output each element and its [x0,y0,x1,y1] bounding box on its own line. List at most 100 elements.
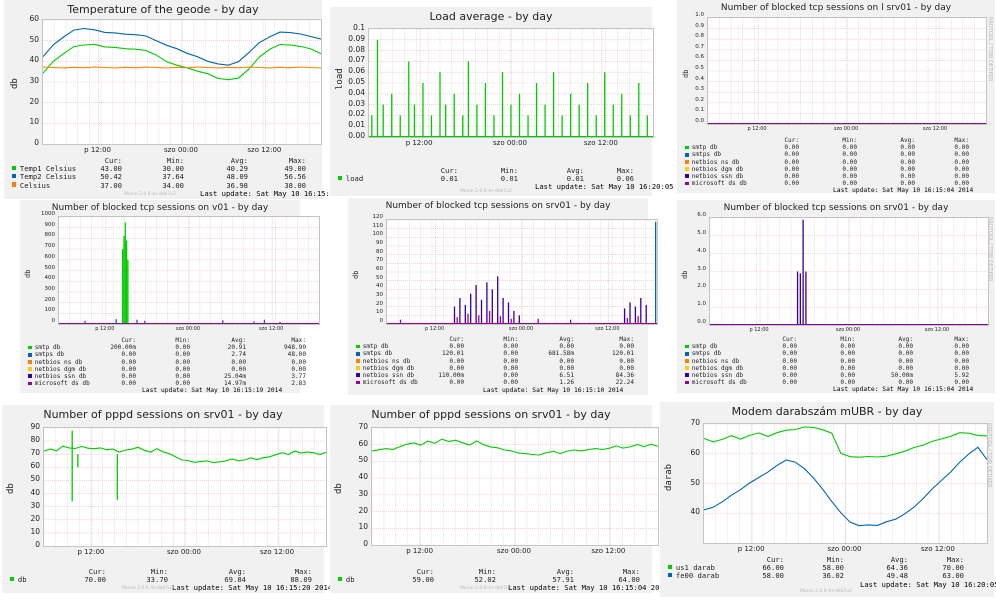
graph-title: Temperature of the geode - by day [67,3,259,16]
y-tick-label: 0 [379,318,384,324]
x-tick-label: szo 00:00 [508,326,534,332]
legend-value-max: 0.00 [954,151,969,159]
legend-value-max: 48.00 [287,351,306,359]
graph-panel-blocked4[interactable]: Number of blocked tcp sessions on srv01 … [677,200,995,393]
legend-table: Cur: Min: Avg: Max: smtp db 0.00 0.00 0.00 0.00 s… [356,336,642,386]
legend-swatch [356,359,360,363]
legend-value-min: 0.00 [842,158,857,166]
legend-value-avg: 20.91 [227,344,246,352]
y-tick-label: 90 [376,240,383,246]
x-tick-label: szo 00:00 [827,545,862,553]
legend-value-avg: 0.00 [898,357,913,365]
legend-series-name: netbios ns db [34,358,83,366]
legend-header-max: Max: [616,166,634,175]
legend-series-name: smtps db [691,151,722,159]
y-tick-label: 0.4 [695,75,704,82]
legend-header: Cur: Min: Avg: Max: [685,336,989,343]
y-tick-label: 70 [358,422,368,431]
y-tick-label: 600 [44,253,56,260]
legend-header: Cur: Min: Avg: Max: [356,336,642,343]
y-tick-label: 0.06 [348,66,365,76]
legend-header-cur: Cur: [104,156,122,165]
legend-swatch [685,373,689,378]
legend-value-cur: 0.00 [782,350,797,358]
legend-table: Cur: Min: Avg: Max: db 59.00 52.02 57.91 64.00 [338,567,646,584]
legend-value-avg: 0.00 [559,357,574,365]
y-tick-label: 0.1 [353,23,365,32]
legend-value-min: 0.00 [503,371,518,379]
graph-title: Number of pppd sessions on srv01 - by da… [371,408,611,421]
x-tick-label: szo 00:00 [175,326,201,332]
y-tick-label: 0.8 [695,33,704,40]
legend-value-avg: 1.26 [559,379,574,387]
graph-panel-temperature[interactable]: Temperature of the geode - by daydbRRDTO… [4,0,360,199]
legend-header-avg: Avg: [900,137,915,144]
graph-panel-blocked1[interactable]: Number of blocked tcp sessions on l srv0… [677,0,995,194]
legend-header-avg: Avg: [898,336,913,343]
graph-panel-pppd1[interactable]: Number of pppd sessions on srv01 - by da… [2,405,332,593]
legend-row: netbios ns db 0.00 0.00 0.00 0.00 [356,358,642,365]
legend-value-min: 0.00 [503,343,518,351]
legend-row: db 59.00 52.02 57.91 64.00 [338,575,646,584]
legend-value-avg: 0.00 [900,144,915,152]
legend-row: smtp db 0.00 0.00 0.00 0.00 [356,343,642,350]
y-tick-label: 6.0 [697,212,706,218]
x-tick-label: szo 00:00 [166,548,202,556]
legend-value-avg: 48.09 [226,172,248,182]
legend-value-max: 0.00 [954,379,969,387]
legend-series-name: Temp2 Celsius [19,172,77,182]
x-tick-label: p 12:00 [737,545,765,553]
legend-row: smtp db 0.00 0.00 0.00 0.00 [685,144,989,151]
graph-title: Load average - by day [429,10,553,23]
legend-row: microsoft ds db 0.00 0.00 0.00 0.00 [685,379,989,386]
legend-value-cur: 0.00 [782,343,797,351]
legend-value-max: 3.77 [291,372,306,380]
legend-value-avg: 6.51 [559,371,574,379]
chart-svg [708,18,986,124]
legend-value-cur: 43.00 [100,164,122,174]
legend-value-max: 2.83 [291,380,306,388]
legend-value-max: 0.00 [291,365,306,373]
munin-version: Munin 2.0.6-4+deb7u2 [460,586,512,591]
last-update: Last update: Sat May 10 16:20:05 2014 [535,182,696,192]
legend-series-name: us1 darab [675,563,715,573]
legend-row: load 0.01 0.01 0.01 0.06 [338,174,646,183]
legend-swatch [685,366,689,370]
legend-series-name: netbios dgm db [691,364,744,372]
graph-panel-modem[interactable]: Modem darabszám mUBR - by day darab RRDTOO… [660,402,996,597]
legend-table: Cur: Min: Avg: Max: smtp db 0.00 0.00 0.00 0.00 s… [685,336,989,386]
legend-value-avg: 0.00 [900,158,915,166]
legend-value-avg: 0.00 [900,165,915,173]
series-line [43,66,321,69]
legend-value-cur: 0.00 [784,165,799,173]
legend-value-avg: 64.36 [886,563,908,573]
legend-header-max: Max: [288,156,306,165]
y-tick-label: 0.0 [695,118,704,124]
y-tick-label: 0.03 [348,98,365,108]
y-tick-label: 0.1 [695,107,704,114]
chart-svg [44,428,326,546]
legend-row: microsoft ds db 0.00 0.00 0.00 0.00 [685,180,989,187]
y-tick-label: 80 [376,248,383,255]
graph-panel-pppd2[interactable]: Number of pppd sessions on srv01 - by da… [330,405,668,593]
plot-area [58,216,320,325]
y-tick-label: 70 [30,448,40,458]
legend-swatch [356,366,360,370]
last-update: Last update: Sat May 10 16:15:19 2014 [142,387,283,395]
legend-value-min: 0.00 [175,351,190,359]
y-tick-label: 10 [376,309,383,316]
y-tick-label: 20 [376,300,383,307]
graph-panel-load[interactable]: Load average - by dayloadRRDTOOL / TOBI … [330,7,695,196]
legend-value-cur: 0.00 [121,365,136,373]
y-tick-label: 0.04 [348,87,365,97]
legend-value-min: 0.00 [840,343,855,351]
y-tick-label: 0 [35,540,40,549]
graph-panel-blocked2[interactable]: Number of blocked tcp sessions on v01 - … [20,200,320,395]
legend-header: Cur: Min: Avg: Max: [12,156,316,165]
legend-row: netbios dgm db 0.00 0.00 0.00 0.00 [28,365,306,373]
y-tick-label: 0.09 [348,33,365,43]
series-line [704,446,987,527]
y-tick-label: 0.7 [695,43,704,50]
legend-series-name: smtp db [362,343,389,351]
graph-panel-blocked3[interactable]: Number of blocked tcp sessions on srv01 … [348,198,658,395]
